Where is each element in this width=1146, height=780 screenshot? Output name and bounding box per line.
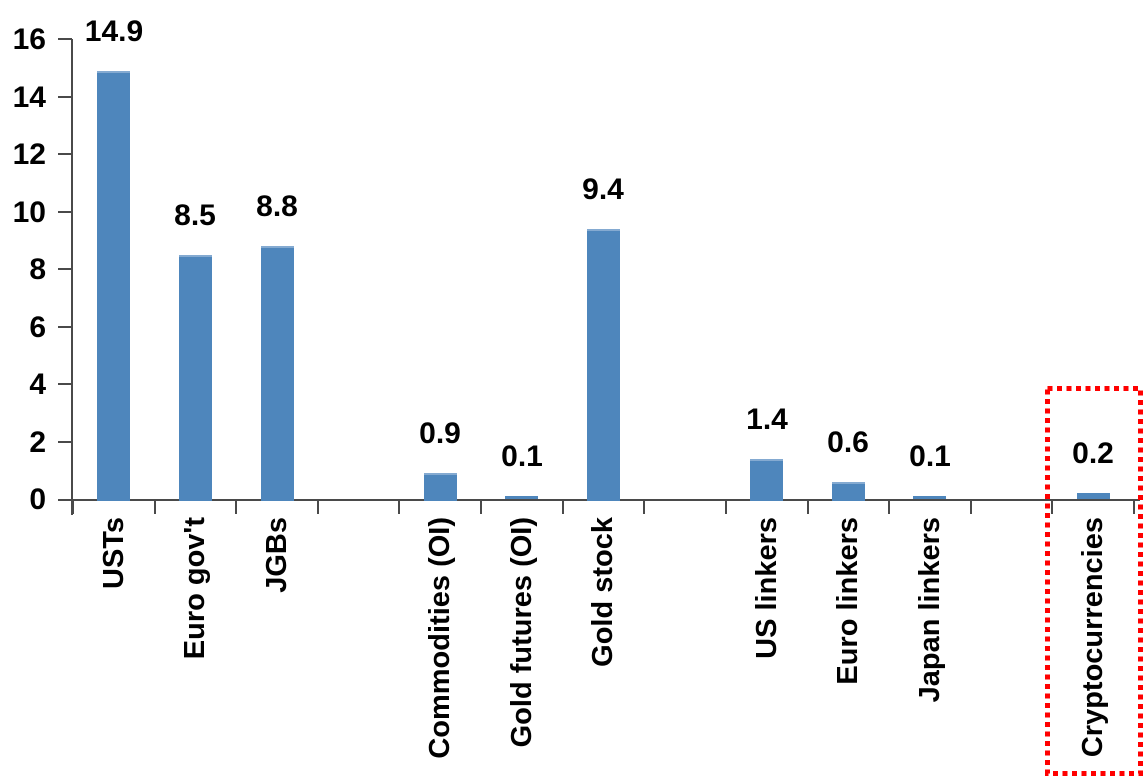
y-tick-label: 14 (12, 81, 46, 114)
x-label-text-commodities-oi: Commodities (OI) (424, 517, 456, 759)
bar-euro-gov-t (179, 255, 212, 501)
value-label-commodities-oi: 0.9 (419, 417, 461, 450)
x-label-text-jgbs: JGBs (261, 517, 293, 593)
bar-commodities-oi (424, 473, 457, 501)
y-tick (58, 38, 72, 40)
y-tick-label: 16 (12, 23, 46, 56)
value-label-gold-stock: 9.4 (582, 173, 624, 206)
x-label-usts: USTs (97, 517, 131, 780)
x-tick (643, 500, 645, 514)
x-tick (72, 500, 74, 514)
y-tick-label: 10 (12, 196, 46, 229)
value-label-usts: 14.9 (84, 15, 144, 48)
x-label-cryptocurrencies: Cryptocurrencies (1076, 517, 1110, 780)
x-label-euro-gov-t: Euro gov't (178, 517, 212, 780)
bar-us-linkers (750, 459, 783, 501)
x-label-text-euro-gov-t: Euro gov't (179, 517, 211, 660)
x-label-gold-futures-oi: Gold futures (OI) (505, 517, 539, 780)
y-tick (58, 383, 72, 385)
value-label-gold-futures-oi: 0.1 (501, 440, 543, 473)
x-tick (725, 500, 727, 514)
x-tick (970, 500, 972, 514)
x-label-us-linkers: US linkers (750, 517, 784, 780)
x-label-jgbs: JGBs (260, 517, 294, 780)
y-tick-label: 2 (29, 426, 46, 459)
y-tick-label: 8 (29, 253, 46, 286)
y-tick-label: 6 (29, 311, 46, 344)
y-axis-line (71, 39, 73, 515)
value-label-jgbs: 8.8 (256, 190, 298, 223)
x-tick (154, 500, 156, 514)
bar-japan-linkers (913, 496, 946, 499)
x-label-text-us-linkers: US linkers (751, 517, 783, 659)
x-label-text-euro-linkers: Euro linkers (832, 517, 864, 685)
x-label-euro-linkers: Euro linkers (831, 517, 865, 780)
x-tick (235, 500, 237, 514)
x-label-text-usts: USTs (98, 517, 130, 589)
bar-euro-linkers (832, 482, 865, 501)
y-tick (58, 153, 72, 155)
bar-gold-futures-oi (505, 496, 538, 499)
x-label-japan-linkers: Japan linkers (913, 517, 947, 780)
x-label-gold-stock: Gold stock (586, 517, 620, 780)
x-tick (317, 500, 319, 514)
x-tick (807, 500, 809, 514)
y-tick-label: 0 (29, 483, 46, 516)
x-tick (1051, 500, 1053, 514)
y-tick-label: 4 (29, 368, 46, 401)
bar-cryptocurrencies (1077, 493, 1110, 499)
x-tick (398, 500, 400, 514)
y-tick (58, 96, 72, 98)
x-tick (480, 500, 482, 514)
y-tick (58, 211, 72, 213)
y-tick (58, 441, 72, 443)
bar-gold-stock (587, 229, 620, 501)
value-label-cryptocurrencies: 0.2 (1072, 437, 1114, 470)
bar-usts (97, 71, 130, 501)
x-tick (888, 500, 890, 514)
value-label-euro-gov-t: 8.5 (174, 199, 216, 232)
y-tick (58, 326, 72, 328)
bar-jgbs (261, 246, 294, 501)
y-tick (58, 268, 72, 270)
x-tick (562, 500, 564, 514)
y-tick-label: 12 (12, 138, 46, 171)
x-label-commodities-oi: Commodities (OI) (423, 517, 457, 780)
value-label-japan-linkers: 0.1 (909, 440, 951, 473)
x-label-text-gold-stock: Gold stock (587, 517, 619, 667)
value-label-euro-linkers: 0.6 (827, 426, 869, 459)
x-label-text-cryptocurrencies: Cryptocurrencies (1077, 517, 1109, 758)
x-tick (1133, 500, 1135, 514)
x-label-text-japan-linkers: Japan linkers (914, 517, 946, 703)
value-label-us-linkers: 1.4 (746, 403, 788, 436)
x-label-text-gold-futures-oi: Gold futures (OI) (506, 517, 538, 748)
